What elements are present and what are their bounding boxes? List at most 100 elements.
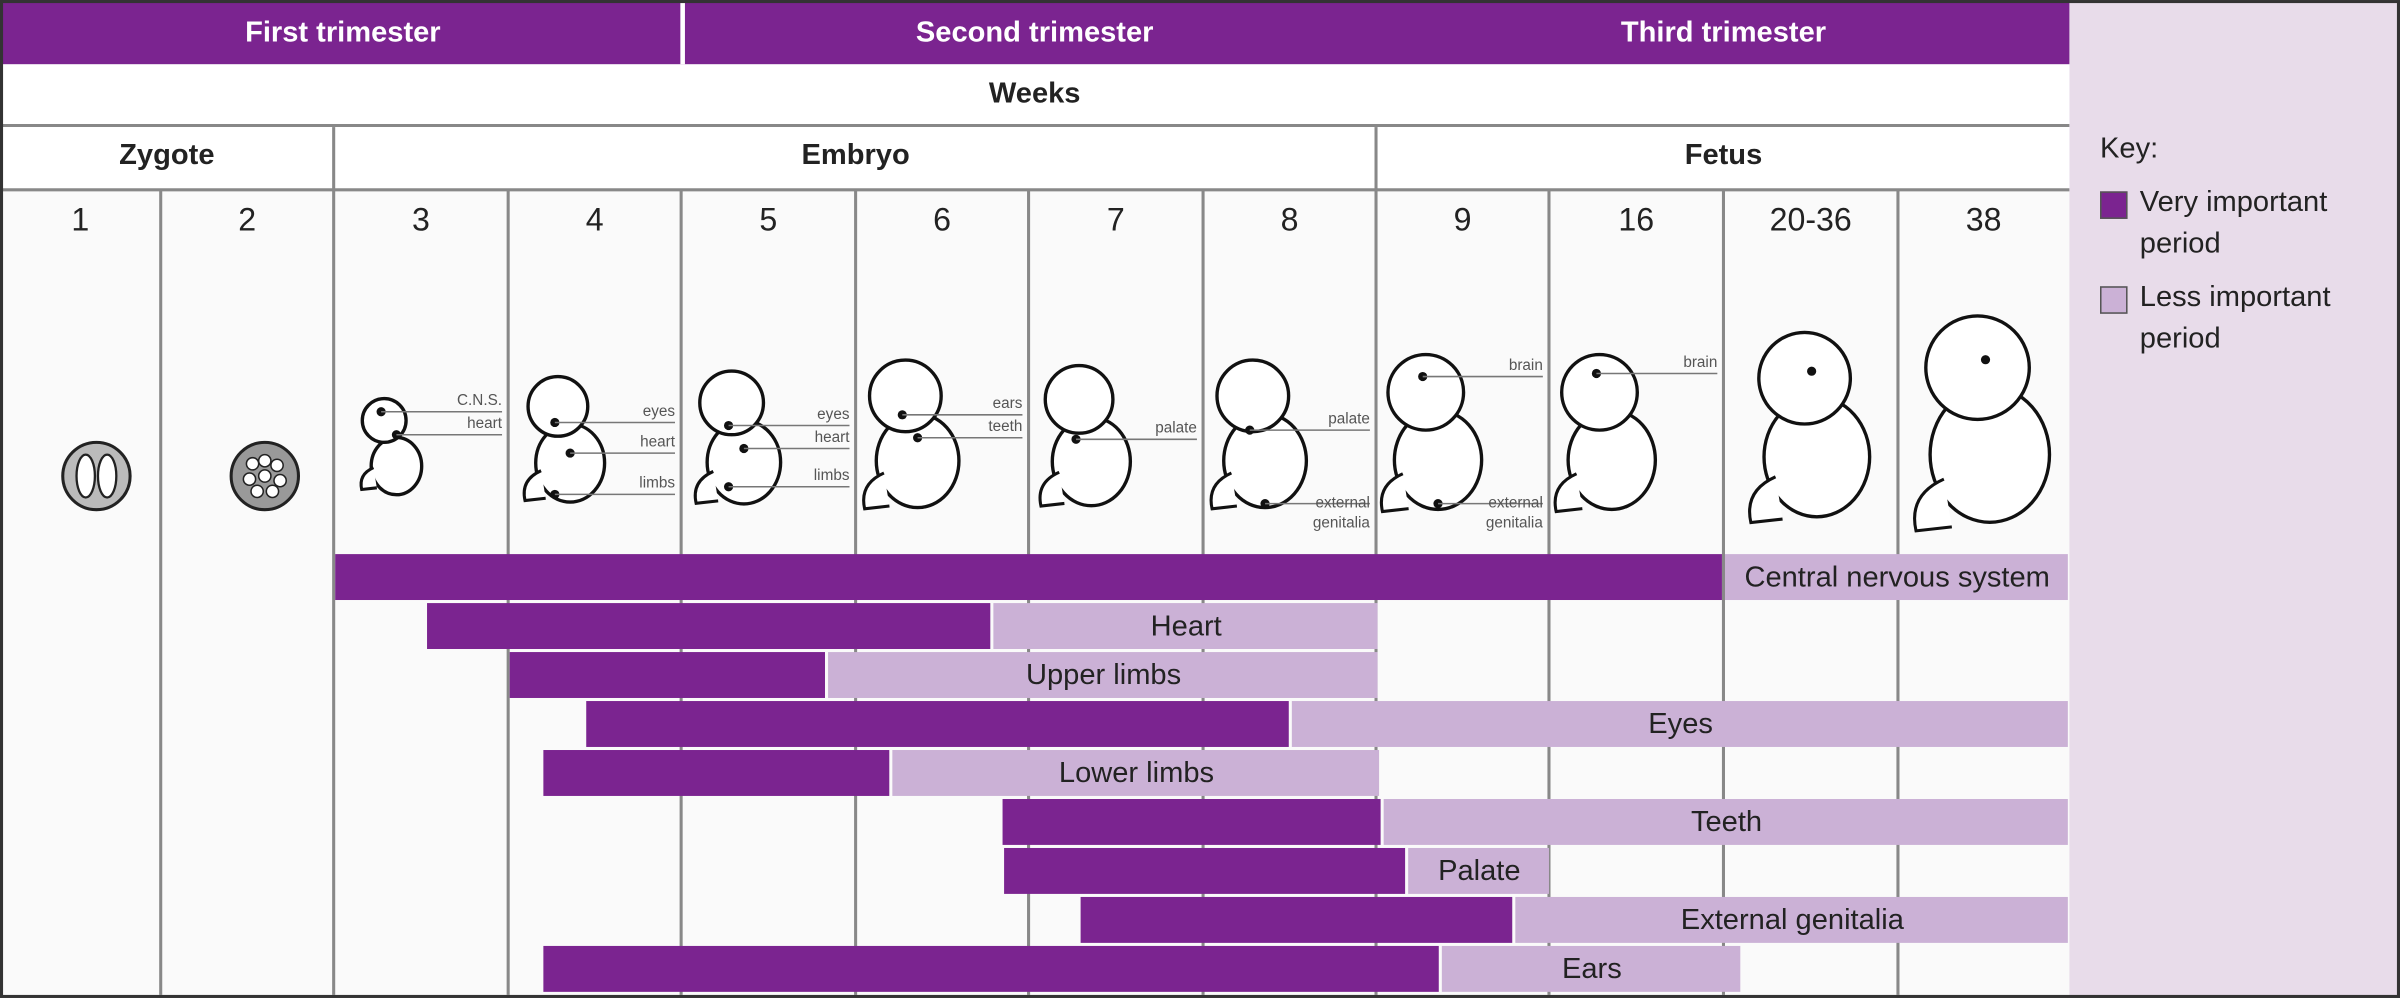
zygote-icon — [61, 440, 132, 512]
morula-cell — [245, 456, 260, 471]
week-label: 3 — [412, 201, 430, 237]
annotation-label: external — [1315, 495, 1369, 512]
figure-limb — [693, 470, 719, 505]
critical-bar — [427, 603, 991, 649]
key: Key: Very important period Less importan… — [2085, 129, 2391, 360]
key-label: Less important period — [2139, 281, 2331, 356]
figure-limb — [359, 466, 378, 492]
sensitive-bar — [1291, 701, 2068, 747]
stage-label: Zygote — [119, 139, 214, 171]
key-item: Very important period — [2085, 182, 2391, 265]
week-label: 4 — [586, 201, 604, 237]
figure-head — [1559, 352, 1639, 432]
annotation-dot — [376, 407, 386, 417]
critical-bar — [543, 750, 890, 796]
figure-limb — [1379, 472, 1409, 514]
annotation-label: brain — [1509, 357, 1543, 374]
annotation-label: brain — [1683, 354, 1717, 371]
key-title: Key: — [2100, 133, 2159, 166]
sensitive-bar — [1515, 896, 2068, 943]
figure-head — [1924, 314, 2031, 422]
trimester-band — [0, 0, 2070, 65]
zygote-cell — [75, 453, 97, 499]
week-label: 7 — [1107, 201, 1125, 237]
sensitive-bar — [993, 603, 1378, 649]
sensitive-bar — [892, 750, 1380, 796]
figure-head — [1386, 352, 1466, 432]
sensitive-bar — [1441, 945, 1741, 992]
weeks-title: Weeks — [989, 78, 1081, 110]
figure-eye — [1980, 355, 1991, 365]
figure-head — [698, 369, 766, 437]
week-label: 6 — [933, 201, 951, 237]
annotation-label: palate — [1155, 420, 1197, 437]
bar-label: Teeth — [1691, 806, 1762, 838]
figure-limb — [1748, 475, 1783, 525]
morula-cell — [242, 472, 257, 486]
week-label: 16 — [1618, 201, 1654, 237]
annotation-label: external — [1488, 495, 1542, 512]
annotation-label: limbs — [639, 475, 675, 492]
critical-bar — [1002, 799, 1381, 845]
figure-body — [534, 422, 607, 504]
critical-bar — [543, 945, 1439, 992]
bar-label: Heart — [1151, 610, 1222, 642]
figure-limb — [1553, 472, 1583, 514]
zygote-cell — [96, 453, 118, 499]
annotation-label: genitalia — [1313, 515, 1370, 532]
bar-label: Upper limbs — [1026, 659, 1181, 691]
week-label: 20-36 — [1770, 201, 1852, 237]
trimester-label: First trimester — [245, 16, 441, 48]
figure-head — [1215, 358, 1291, 434]
bar-label: Palate — [1438, 855, 1520, 887]
critical-bar — [1080, 896, 1513, 943]
annotation-label: genitalia — [1486, 515, 1543, 532]
figure-head — [526, 374, 590, 438]
sensitive-bar — [1725, 554, 2068, 601]
annotation-label: ears — [993, 395, 1023, 412]
key-swatch — [2100, 191, 2128, 219]
morula-cell — [273, 473, 287, 488]
figure-eye — [1807, 366, 1817, 376]
stage-label: Fetus — [1685, 139, 1763, 171]
figures: C.N.S. heart eyes heart limbs eyes heart limbs e… — [61, 314, 2052, 533]
week-label: 9 — [1454, 201, 1472, 237]
critical-bar — [1004, 847, 1406, 894]
bar-label: Lower limbs — [1059, 757, 1214, 789]
figure-limb — [1913, 477, 1953, 533]
trimester-label: Second trimester — [916, 16, 1154, 48]
week-label: 38 — [1966, 201, 2002, 237]
annotation-label: heart — [467, 415, 503, 432]
figure-limb — [1209, 471, 1238, 511]
figure-limb — [862, 471, 890, 511]
week-label: 2 — [238, 201, 256, 237]
sensitive-bar — [1408, 847, 1549, 894]
week-label: 5 — [759, 201, 777, 237]
sensitive-bar — [828, 652, 1378, 698]
key-label: Very important period — [2139, 186, 2328, 261]
figure-head — [1757, 330, 1853, 426]
critical-bar — [335, 554, 1722, 601]
key-panel — [2069, 0, 2400, 998]
figure-body — [369, 435, 424, 497]
annotation-label: eyes — [817, 406, 850, 423]
annotation-label: heart — [640, 433, 676, 450]
figure-limb — [1038, 470, 1065, 508]
critical-bar — [509, 652, 825, 698]
morula-cell — [270, 458, 284, 473]
bar-label: External genitalia — [1681, 904, 1905, 936]
stage-band — [0, 127, 2070, 190]
morula-cell — [257, 453, 272, 468]
sensitive-bar — [1383, 799, 2068, 845]
annotation-label: heart — [815, 429, 851, 446]
critical-bar — [586, 701, 1289, 747]
morula-cell — [265, 484, 280, 499]
key-swatch — [2100, 286, 2128, 314]
key-content: Key: Very important period Less importan… — [2085, 129, 2391, 360]
annotation-label: eyes — [643, 403, 676, 420]
bar-label: Ears — [1562, 953, 1622, 985]
annotation-label: palate — [1328, 410, 1370, 427]
annotation-label: C.N.S. — [457, 392, 502, 409]
